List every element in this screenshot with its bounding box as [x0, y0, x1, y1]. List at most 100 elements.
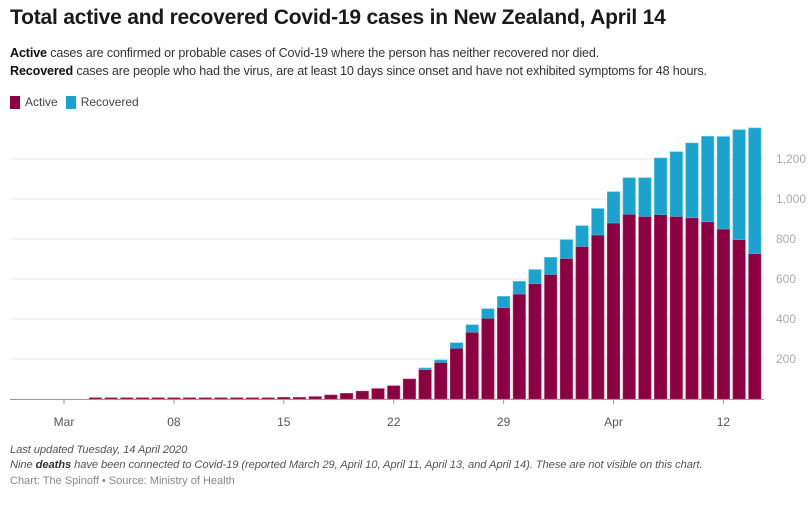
bar-active	[277, 397, 291, 400]
bar-active	[340, 393, 354, 400]
bar-recovered	[591, 208, 605, 236]
bar-active	[214, 397, 228, 400]
legend-label-active: Active	[25, 95, 58, 109]
bar-active	[292, 397, 306, 400]
bar-active	[261, 397, 275, 400]
y-tick-label: 600	[776, 272, 796, 286]
bar-recovered	[465, 324, 479, 333]
chart-credit: Chart: The Spinoff • Source: Ministry of…	[10, 475, 235, 487]
chart-description: Active cases are confirmed or probable c…	[10, 44, 707, 80]
bar-recovered	[701, 136, 715, 223]
bar-recovered	[622, 177, 636, 215]
bar-active	[371, 388, 385, 400]
legend-swatch-active	[10, 95, 20, 109]
bar-active	[120, 397, 134, 400]
y-tick-label: 800	[776, 232, 796, 246]
y-tick-label: 1,200	[776, 152, 806, 166]
bar-active	[88, 397, 102, 400]
bar-active	[104, 397, 118, 400]
bar-active	[230, 397, 244, 400]
active-definition: cases are confirmed or probable cases of…	[46, 46, 600, 60]
bar-recovered	[449, 342, 463, 349]
last-updated: Last updated Tuesday, 14 April 2020	[10, 444, 188, 456]
bar-active	[402, 378, 416, 400]
bar-active	[559, 258, 573, 400]
chart-notes: Last updated Tuesday, 14 April 2020 Nine…	[10, 443, 703, 473]
bar-active	[622, 213, 636, 400]
x-tick-label: 08	[167, 415, 181, 429]
legend-item-recovered[interactable]: Recovered	[65, 95, 139, 109]
legend-label-recovered: Recovered	[80, 95, 139, 109]
bar-active	[748, 253, 762, 400]
bar-active	[465, 331, 479, 400]
x-tick-label: 29	[497, 415, 511, 429]
bar-recovered	[638, 177, 652, 217]
legend-item-active[interactable]: Active	[10, 95, 58, 109]
bar-recovered	[606, 191, 620, 224]
y-tick-label: 400	[776, 312, 796, 326]
recovered-term: Recovered	[10, 64, 74, 78]
bar-recovered	[716, 136, 730, 230]
bar-active	[387, 385, 401, 400]
bar-active	[434, 362, 448, 400]
deaths-note-post: have been connected to Covid-19 (reporte…	[71, 459, 703, 471]
bar-active	[528, 283, 542, 400]
bar-active	[167, 397, 181, 400]
bar-active	[136, 397, 150, 400]
bar-active	[355, 390, 369, 400]
bar-active	[685, 217, 699, 400]
bar-recovered	[418, 367, 432, 370]
bar-recovered	[575, 225, 589, 247]
chart-title: Total active and recovered Covid-19 case…	[10, 6, 666, 29]
bar-recovered	[434, 359, 448, 363]
bar-active	[654, 214, 668, 400]
deaths-note-bold: deaths	[35, 459, 72, 471]
bar-recovered	[654, 157, 668, 215]
description-recovered: Recovered cases are people who had the v…	[10, 62, 707, 80]
bar-active	[716, 228, 730, 400]
x-tick-label: Mar	[54, 415, 75, 429]
bar-active	[245, 397, 259, 400]
y-tick-label: 200	[776, 352, 796, 366]
x-tick-label: Apr	[604, 415, 623, 429]
legend: Active Recovered	[10, 95, 147, 109]
bar-recovered	[544, 257, 558, 275]
bar-active	[669, 216, 683, 400]
bar-recovered	[559, 239, 573, 259]
bar-recovered	[528, 269, 542, 284]
bar-recovered	[497, 296, 511, 308]
recovered-definition: cases are people who had the virus, are …	[73, 64, 707, 78]
bar-active	[701, 221, 715, 400]
bar-active	[732, 239, 746, 400]
bar-active	[324, 394, 338, 400]
bar-recovered	[512, 281, 526, 295]
x-tick-label: 15	[277, 415, 291, 429]
active-term: Active	[10, 46, 47, 60]
bar-active	[151, 397, 165, 400]
x-tick-label: 12	[717, 415, 731, 429]
description-active: Active cases are confirmed or probable c…	[10, 44, 707, 62]
bar-active	[638, 216, 652, 400]
deaths-note-pre: Nine	[10, 459, 36, 471]
stacked-bar-chart: 200 400 600 800 1,000 1,200 Mar 08 15 22 29 Apr 12	[10, 127, 806, 429]
x-tick-label: 22	[387, 415, 401, 429]
bar-active	[308, 396, 322, 400]
bar-active	[606, 222, 620, 400]
bar-active	[497, 307, 511, 400]
y-tick-label: 1,000	[776, 192, 806, 206]
bar-active	[198, 397, 212, 400]
bar-recovered	[732, 129, 746, 240]
bar-recovered	[669, 151, 683, 217]
bar-active	[591, 234, 605, 400]
legend-swatch-recovered	[65, 95, 76, 109]
bar-active	[449, 347, 463, 400]
bar-active	[418, 369, 432, 400]
bar-recovered	[481, 308, 495, 319]
bar-active	[512, 293, 526, 400]
bar-recovered	[685, 142, 699, 219]
bar-active	[575, 246, 589, 400]
bar-active	[544, 274, 558, 400]
bar-active	[183, 397, 197, 400]
deaths-note: Nine deaths have been connected to Covid…	[10, 458, 703, 473]
bar-recovered	[748, 127, 762, 254]
